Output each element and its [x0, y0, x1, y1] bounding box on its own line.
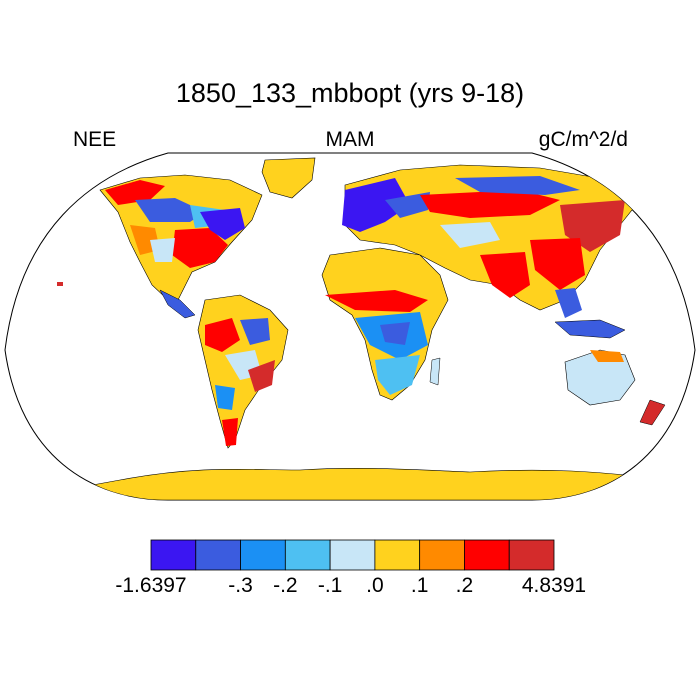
na-north-red: [105, 180, 165, 205]
na-east-blue: [200, 208, 245, 240]
central-america: [159, 289, 196, 319]
colorbar-swatch: [374, 539, 421, 571]
greenland: [261, 157, 316, 199]
hawaii: [57, 282, 63, 286]
sa-red-2: [248, 360, 275, 392]
colorbar-tick-label: -.3: [228, 574, 253, 597]
sa-red-3: [222, 418, 238, 446]
colorbar-tick-label: -.2: [273, 574, 298, 597]
colorbar-tick-label: 4.8391: [521, 574, 587, 597]
na-east-red: [172, 228, 228, 268]
europe-mid-blue: [385, 192, 430, 218]
china-red: [530, 238, 585, 290]
variable-label: NEE: [73, 128, 117, 151]
siberia-red: [420, 190, 560, 218]
se-asia-blue: [555, 288, 582, 318]
australia-north: [590, 350, 624, 362]
africa-south-light: [375, 355, 420, 395]
sa-blue-1: [240, 318, 270, 345]
na-mid-light: [150, 238, 175, 262]
india-red: [480, 252, 530, 298]
colorbar-tick-label: .1: [410, 574, 429, 597]
colorbar-swatch: [195, 539, 241, 571]
sa-blue-2: [215, 385, 235, 410]
colorbar-swatch: [284, 539, 331, 571]
map-title: 1850_133_mbbopt (yrs 9-18): [175, 78, 525, 108]
africa-dark-blue: [380, 322, 410, 345]
season-label: MAM: [325, 128, 375, 151]
siberia-blue: [455, 176, 580, 195]
colorbar-tick-label: -1.6397: [115, 574, 187, 597]
colorbar-tick-label: .0: [366, 574, 384, 597]
central-asia-light: [440, 222, 500, 248]
sa-red-1: [205, 318, 240, 352]
units-label: gC/m^2/d: [538, 128, 628, 151]
new-zealand: [639, 399, 666, 426]
colorbar-swatch: [240, 539, 286, 571]
colorbar-swatch: [508, 539, 555, 571]
colorbar-tick-label: .2: [455, 574, 474, 597]
antarctica: [9, 467, 691, 500]
colorbar-swatch: [150, 539, 197, 571]
na-blue-band: [135, 198, 205, 222]
australia: [564, 349, 636, 406]
africa-sahel-red: [325, 290, 428, 312]
colorbar-tick-label: -.1: [317, 574, 343, 597]
europe-blue: [342, 178, 410, 232]
madagascar: [429, 357, 441, 386]
colorbar-swatch: [329, 539, 376, 571]
indonesia: [554, 319, 626, 339]
colorbar-swatch: [464, 539, 510, 571]
colorbar-swatch: [419, 539, 465, 571]
